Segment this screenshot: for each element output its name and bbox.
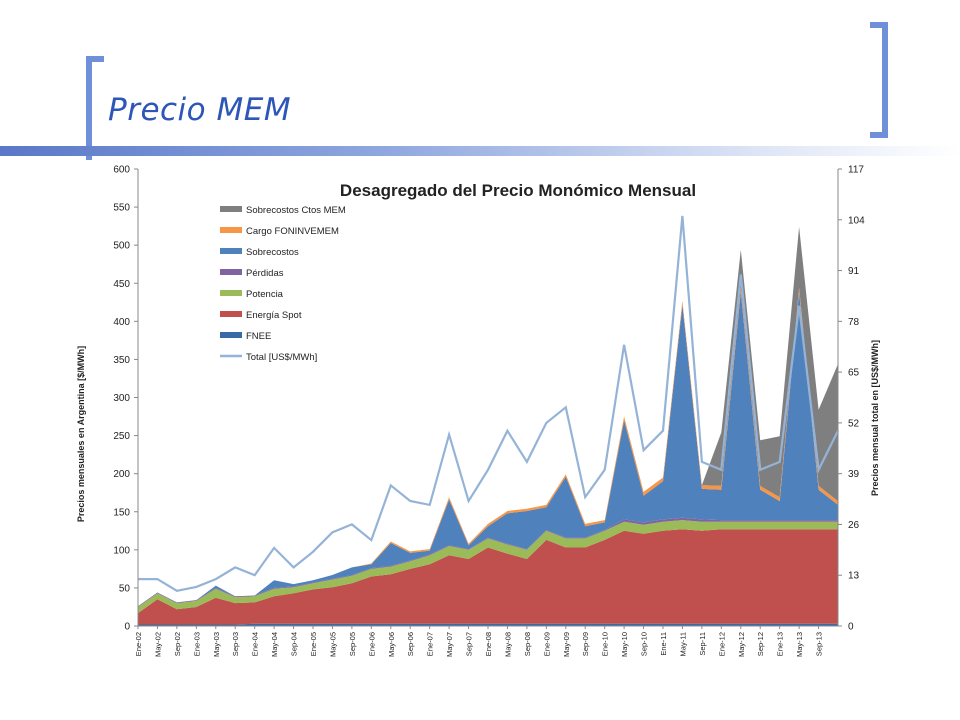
y-tick-label: 250	[113, 431, 130, 442]
title-bracket-right	[870, 22, 888, 138]
legend-swatch	[220, 206, 242, 212]
x-tick-label: Sep-07	[465, 632, 474, 656]
x-tick-label: Sep-09	[581, 632, 590, 656]
x-tick-label: May-04	[270, 632, 279, 657]
x-tick-label: Sep-12	[756, 632, 765, 656]
x-tick-label: Sep-03	[231, 632, 240, 656]
x-tick-label: Sep-10	[640, 632, 649, 656]
y2-axis-label: Precios mensual total en [US$/MWh]	[870, 340, 880, 496]
y-tick-label: 100	[113, 545, 130, 556]
x-tick-label: May-10	[620, 632, 629, 657]
x-tick-label: May-11	[678, 632, 687, 656]
chart-legend: Sobrecostos Ctos MEM Cargo FONINVEMEM Sobr…	[220, 205, 346, 363]
x-tick-label: May-03	[212, 632, 221, 657]
y2-tick-label: 117	[848, 165, 864, 176]
x-tick-label: May-13	[795, 632, 804, 657]
legend-swatch	[220, 311, 242, 317]
y2-tick-label: 39	[848, 469, 860, 480]
x-tick-label: May-09	[562, 632, 571, 657]
y2-tick-label: 52	[848, 418, 860, 429]
legend-label: FNEE	[246, 331, 271, 342]
y-tick-label: 200	[113, 469, 130, 480]
x-tick-label: Ene-12	[717, 632, 726, 656]
x-tick-label: Ene-03	[192, 632, 201, 656]
x-tick-label: Sep-08	[523, 632, 532, 656]
x-tick-label: Sep-13	[815, 632, 824, 656]
y-tick-label: 0	[124, 622, 130, 633]
line-total-usd	[138, 215, 839, 592]
x-tick-label: Ene-08	[484, 632, 493, 656]
x-tick-label: Sep-05	[348, 632, 357, 656]
x-tick-label: Ene-11	[659, 632, 668, 656]
y-tick-label: 400	[113, 317, 130, 328]
x-tick-label: Ene-09	[542, 632, 551, 656]
slide-title: Precio MEM	[108, 92, 292, 128]
y-tick-label: 450	[113, 279, 130, 290]
y2-tick-label: 26	[848, 520, 860, 531]
axes-group: 0 50 100 150 200 250 300 350 400 450 500 550 600 0 13 2…	[113, 165, 865, 658]
x-tick-label: Ene-13	[776, 632, 785, 656]
y2-tick-label: 104	[848, 215, 865, 226]
area-energ-a-spot	[138, 529, 838, 625]
chart-canvas: 0 50 100 150 200 250 300 350 400 450 500 550 600 0 13 2…	[60, 160, 900, 660]
legend-swatch	[220, 248, 242, 254]
legend-label: Cargo FONINVEMEM	[246, 226, 339, 237]
y2-tick-label: 78	[848, 317, 860, 328]
y2-tick-label: 65	[848, 368, 860, 379]
x-tick-label: Ene-04	[251, 632, 260, 656]
legend-swatch	[220, 332, 242, 338]
legend-label: Sobrecostos Ctos MEM	[246, 205, 346, 216]
legend-label: Sobrecostos	[246, 247, 299, 258]
x-tick-label: Sep-04	[290, 632, 299, 656]
y-tick-label: 550	[113, 203, 130, 214]
x-tick-label: Sep-11	[698, 632, 707, 656]
y-tick-label: 600	[113, 165, 130, 176]
legend-label: Potencia	[246, 289, 284, 300]
y2-tick-label: 0	[848, 622, 854, 633]
x-tick-label: Sep-02	[173, 632, 182, 656]
total-line-group	[138, 215, 839, 592]
x-tick-label: May-06	[387, 632, 396, 657]
x-tick-label: May-07	[445, 632, 454, 657]
y2-tick-label: 13	[848, 571, 860, 582]
x-tick-label: Ene-02	[134, 632, 143, 656]
x-tick-label: May-05	[328, 632, 337, 657]
y-tick-label: 350	[113, 355, 130, 366]
x-tick-label: Ene-05	[309, 632, 318, 656]
legend-swatch	[220, 269, 242, 275]
area-potencia	[138, 520, 838, 614]
x-tick-label: Ene-06	[367, 632, 376, 656]
y2-tick-label: 91	[848, 266, 860, 277]
x-tick-label: Ene-10	[601, 632, 610, 656]
legend-swatch	[220, 227, 242, 233]
legend-label: Energía Spot	[246, 310, 302, 321]
y-tick-label: 300	[113, 393, 130, 404]
area-fnee	[138, 623, 838, 626]
y-tick-label: 500	[113, 241, 130, 252]
x-tick-label: May-12	[737, 632, 746, 657]
area-series-group	[138, 226, 838, 626]
title-bracket-left	[86, 56, 104, 158]
x-tick-label: Ene-07	[426, 632, 435, 656]
y-tick-label: 150	[113, 507, 130, 518]
x-tick-label: May-08	[503, 632, 512, 657]
title-underline-gradient	[0, 146, 960, 156]
legend-label: Total [US$/MWh]	[246, 352, 317, 363]
y-tick-label: 50	[119, 583, 131, 594]
legend-label: Pérdidas	[246, 268, 284, 279]
x-tick-label: May-02	[153, 632, 162, 657]
legend-swatch	[220, 290, 242, 296]
y-axis-label: Precios mensuales en Argentina [$/MWh]	[76, 346, 86, 522]
chart-title: Desagregado del Precio Monómico Mensual	[340, 181, 696, 200]
x-tick-label: Sep-06	[406, 632, 415, 656]
